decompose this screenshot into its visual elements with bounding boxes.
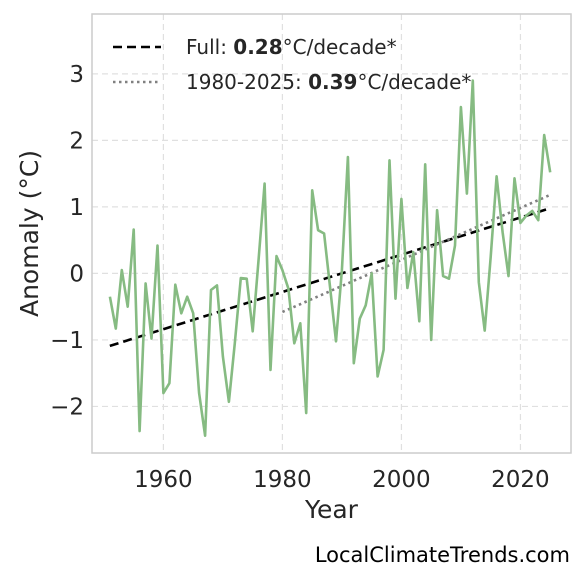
y-tick-label: −2 <box>50 394 84 420</box>
plot-frame <box>91 13 572 454</box>
x-tick-labels: 1960 1980 2000 2020 <box>134 467 550 493</box>
series-layer <box>108 79 552 438</box>
x-axis-label: Year <box>304 495 359 524</box>
x-tick-label: 2000 <box>372 467 431 493</box>
y-axis-label: Anomaly (°C) <box>15 150 44 317</box>
y-tick-label: −1 <box>50 328 84 354</box>
y-tick-label: 2 <box>69 128 84 154</box>
anomaly-series-line <box>108 79 552 438</box>
legend-entry: 1980-2025: 0.39°C/decade* <box>186 70 471 94</box>
source-credit: LocalClimateTrends.com <box>314 543 570 567</box>
y-tick-label: 3 <box>69 62 84 88</box>
x-tick-label: 2020 <box>491 467 550 493</box>
recent-trend-line <box>281 193 551 314</box>
legend-entry: Full: 0.28°C/decade* <box>186 35 397 59</box>
y-tick-labels: −2 −1 0 1 2 3 <box>50 62 84 421</box>
legend: Full: 0.28°C/decade* 1980-2025: 0.39°C/de… <box>113 35 471 94</box>
y-tick-label: 0 <box>69 261 84 287</box>
x-tick-label: 1960 <box>134 467 193 493</box>
x-tick-label: 1980 <box>253 467 312 493</box>
y-tick-label: 1 <box>69 195 84 221</box>
